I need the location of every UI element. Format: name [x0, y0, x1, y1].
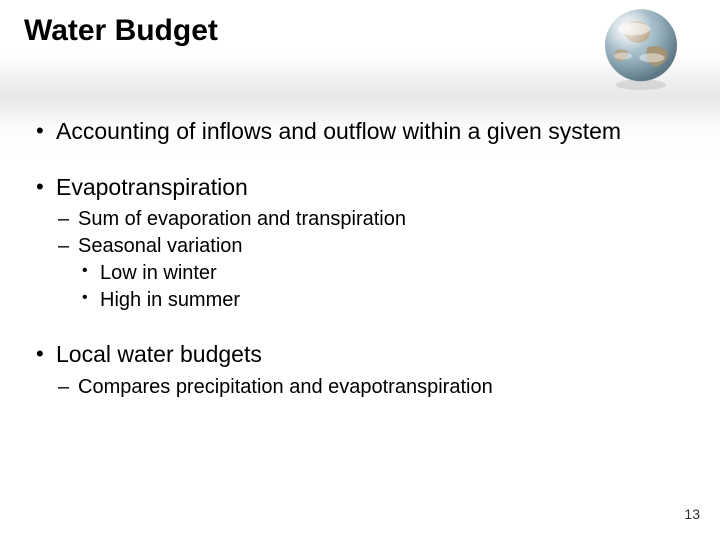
bullet-lvl3: High in summer	[78, 288, 696, 313]
bullet-lvl2: Seasonal variation Low in winter High in…	[56, 234, 696, 313]
bullet-lvl3: Low in winter	[78, 261, 696, 286]
bullet-text: Sum of evaporation and transpiration	[78, 208, 406, 230]
globe-image	[596, 2, 686, 92]
bullet-text: High in summer	[100, 289, 240, 311]
bullet-lvl2: Compares precipitation and evapotranspir…	[56, 375, 696, 400]
bullet-text: Evapotranspiration	[56, 174, 248, 200]
bullet-lvl1: Accounting of inflows and outflow within…	[34, 118, 696, 146]
bullet-text: Compares precipitation and evapotranspir…	[78, 376, 493, 398]
bullet-text: Local water budgets	[56, 341, 262, 367]
bullet-text: Accounting of inflows and outflow within…	[56, 118, 621, 144]
bullet-lvl2: Sum of evaporation and transpiration	[56, 207, 696, 232]
bullet-text: Low in winter	[100, 262, 217, 284]
slide: Water Budget Accounting of inflows and o…	[0, 0, 720, 540]
bullet-lvl1: Local water budgets Compares precipitati…	[34, 341, 696, 400]
page-number: 13	[684, 506, 700, 522]
bullet-lvl1: Evapotranspiration Sum of evaporation an…	[34, 174, 696, 314]
bullet-text: Seasonal variation	[78, 235, 243, 257]
slide-content: Accounting of inflows and outflow within…	[24, 118, 696, 400]
